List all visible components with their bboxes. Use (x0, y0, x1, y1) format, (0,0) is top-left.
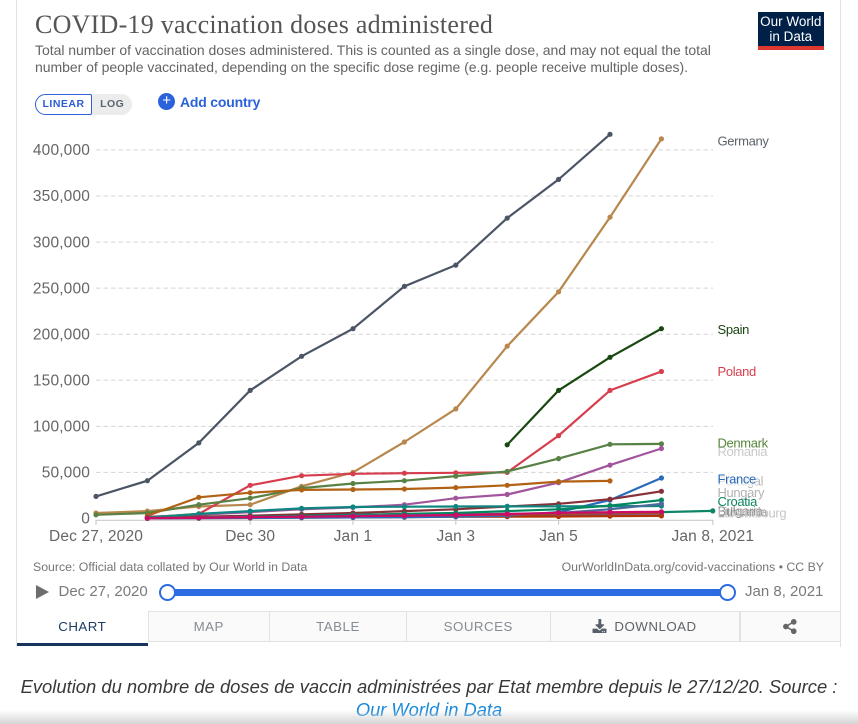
svg-text:Hungary: Hungary (718, 485, 766, 500)
svg-text:Lithuania: Lithuania (718, 505, 769, 520)
svg-text:Luxembourg: Luxembourg (718, 506, 787, 521)
svg-text:France: France (718, 472, 756, 487)
svg-text:250,000: 250,000 (33, 280, 90, 297)
svg-text:Croatia: Croatia (718, 494, 759, 509)
svg-text:Poland: Poland (718, 364, 756, 379)
svg-text:150,000: 150,000 (33, 373, 90, 390)
svg-text:Bulgaria: Bulgaria (718, 504, 764, 519)
svg-text:Dec 27, 2020: Dec 27, 2020 (49, 528, 143, 545)
svg-text:100,000: 100,000 (33, 419, 90, 436)
svg-text:Dec 30: Dec 30 (225, 528, 275, 545)
svg-text:Jan 3: Jan 3 (436, 528, 475, 545)
svg-text:Jan 1: Jan 1 (334, 528, 373, 545)
svg-text:Denmark: Denmark (718, 436, 769, 451)
svg-text:350,000: 350,000 (33, 188, 90, 205)
svg-text:200,000: 200,000 (33, 326, 90, 343)
svg-text:300,000: 300,000 (33, 234, 90, 251)
svg-text:400,000: 400,000 (33, 142, 90, 159)
svg-text:Jan 8, 2021: Jan 8, 2021 (671, 528, 754, 545)
svg-text:Romania: Romania (718, 444, 769, 459)
svg-text:Spain: Spain (718, 322, 750, 337)
svg-text:50,000: 50,000 (42, 465, 91, 482)
svg-text:0: 0 (81, 511, 90, 528)
svg-text:Germany: Germany (718, 133, 770, 148)
svg-text:Jan 5: Jan 5 (539, 528, 578, 545)
